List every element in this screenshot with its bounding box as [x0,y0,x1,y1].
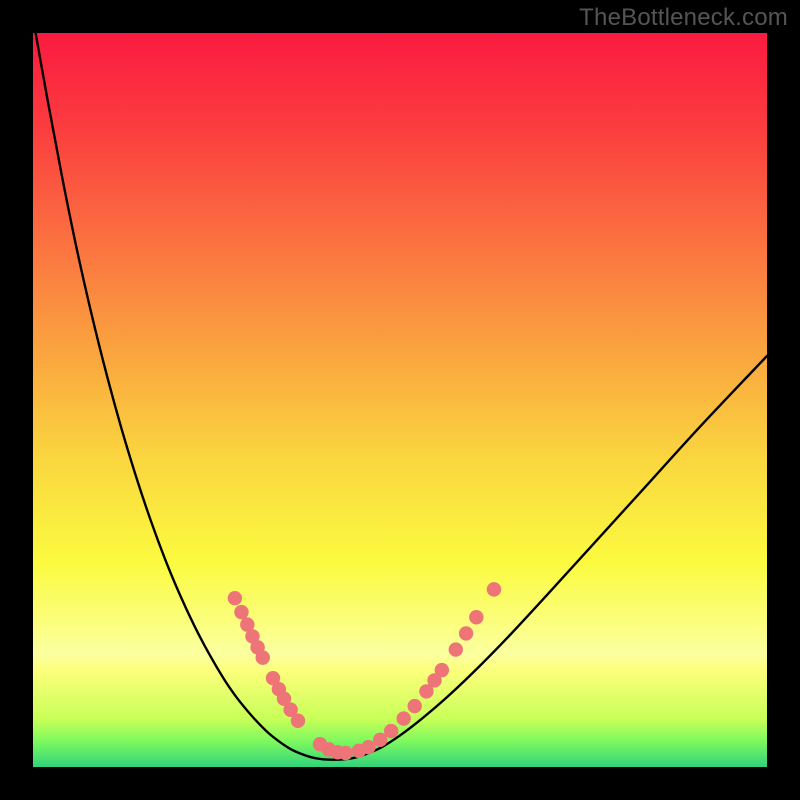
curve-marker [396,711,410,725]
curve-marker [234,605,248,619]
curve-marker [449,642,463,656]
curve-marker [487,582,501,596]
curve-marker [256,650,270,664]
curve-marker [228,591,242,605]
chart-frame: TheBottleneck.com [0,0,800,800]
watermark-text: TheBottleneck.com [579,4,788,32]
curve-marker [291,714,305,728]
curve-marker [459,626,473,640]
curve-marker [407,699,421,713]
curve-marker [338,746,352,760]
curve-marker [435,663,449,677]
curve-marker [469,610,483,624]
plot-area [33,33,767,767]
bottleneck-curve-chart [33,33,767,767]
gradient-background [33,33,767,767]
curve-marker [384,724,398,738]
